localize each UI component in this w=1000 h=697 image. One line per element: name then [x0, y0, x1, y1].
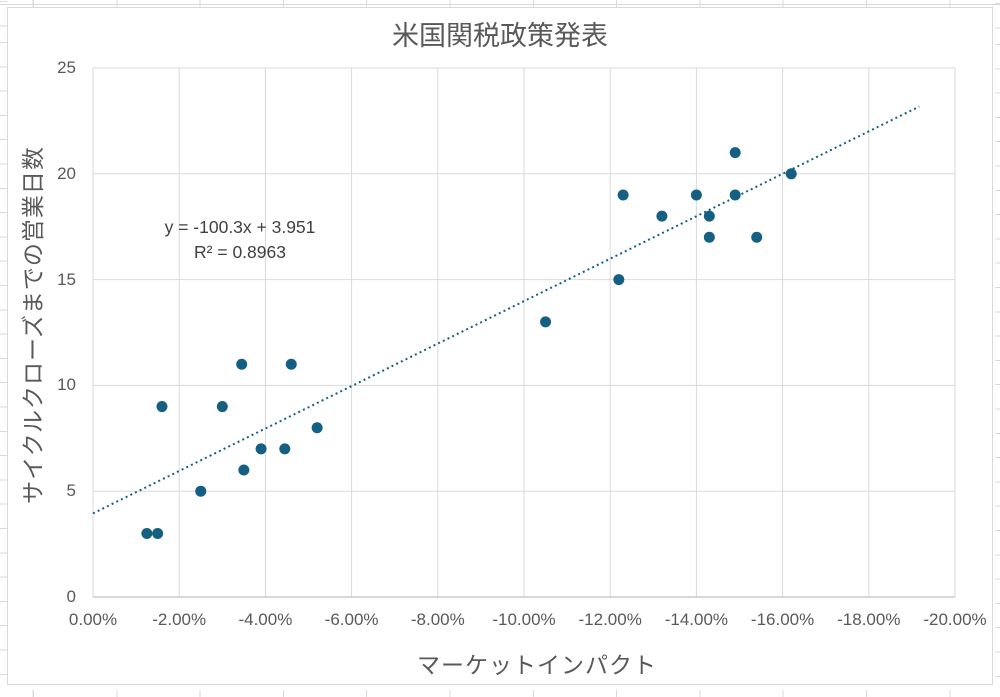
y-axis-title: サイクルクローズまでの営業日数: [20, 146, 46, 504]
spreadsheet-row-line: [0, 4, 1000, 5]
data-point[interactable]: [703, 231, 715, 243]
data-point[interactable]: [156, 401, 168, 413]
trendline-equation: y = -100.3x + 3.951: [164, 217, 316, 237]
spreadsheet-gridlines-bottom: [0, 690, 1000, 697]
trendline-r-squared: R² = 0.8963: [194, 242, 286, 262]
data-point[interactable]: [613, 274, 625, 286]
spreadsheet-gridlines-top: [0, 0, 1000, 7]
chart-area[interactable]: [7, 7, 993, 685]
x-tick-label: -10.00%: [492, 610, 556, 629]
y-tick-label: 20: [57, 163, 76, 183]
data-point[interactable]: [141, 528, 153, 540]
data-point[interactable]: [152, 528, 164, 540]
y-tick-label: 0: [66, 587, 76, 606]
x-tick-label: -8.00%: [410, 610, 465, 629]
data-point[interactable]: [285, 358, 297, 370]
y-tick-label: 10: [57, 375, 76, 395]
data-point[interactable]: [279, 443, 291, 455]
x-tick-label: 0.00%: [68, 610, 118, 629]
data-point[interactable]: [311, 422, 323, 434]
x-tick-label: -4.00%: [238, 610, 293, 629]
spreadsheet-gridlines-left: [0, 0, 7, 697]
data-point[interactable]: [236, 358, 248, 370]
data-point[interactable]: [690, 189, 702, 201]
data-point[interactable]: [255, 443, 267, 455]
data-point[interactable]: [238, 464, 250, 476]
y-tick-label: 25: [57, 58, 76, 77]
data-point[interactable]: [540, 316, 552, 328]
x-tick-label: -16.00%: [750, 610, 815, 629]
x-tick-label: -12.00%: [578, 610, 642, 629]
trendline-label: y = -100.3x + 3.951 R² = 0.8963: [165, 215, 316, 265]
data-point[interactable]: [729, 147, 741, 159]
x-tick-label: -20.00%: [923, 610, 987, 629]
data-point[interactable]: [751, 231, 763, 243]
x-tick-label: -18.00%: [837, 610, 901, 629]
trendline[interactable]: [92, 105, 920, 515]
data-point[interactable]: [656, 210, 668, 222]
x-axis-title: マーケットインパクト: [417, 652, 657, 678]
data-point[interactable]: [785, 168, 797, 180]
y-tick-label: 5: [66, 481, 76, 501]
data-point[interactable]: [195, 485, 207, 497]
data-point[interactable]: [729, 189, 741, 201]
chart-title: 米国関税政策発表: [392, 21, 608, 51]
x-tick-label: -2.00%: [152, 610, 207, 629]
data-point[interactable]: [617, 189, 629, 201]
x-tick-label: -14.00%: [664, 610, 729, 629]
data-point[interactable]: [703, 210, 715, 222]
spreadsheet-gridlines-right: [995, 0, 1000, 697]
data-point[interactable]: [216, 401, 228, 413]
y-tick-label: 15: [57, 269, 76, 289]
x-tick-label: -6.00%: [324, 610, 379, 629]
